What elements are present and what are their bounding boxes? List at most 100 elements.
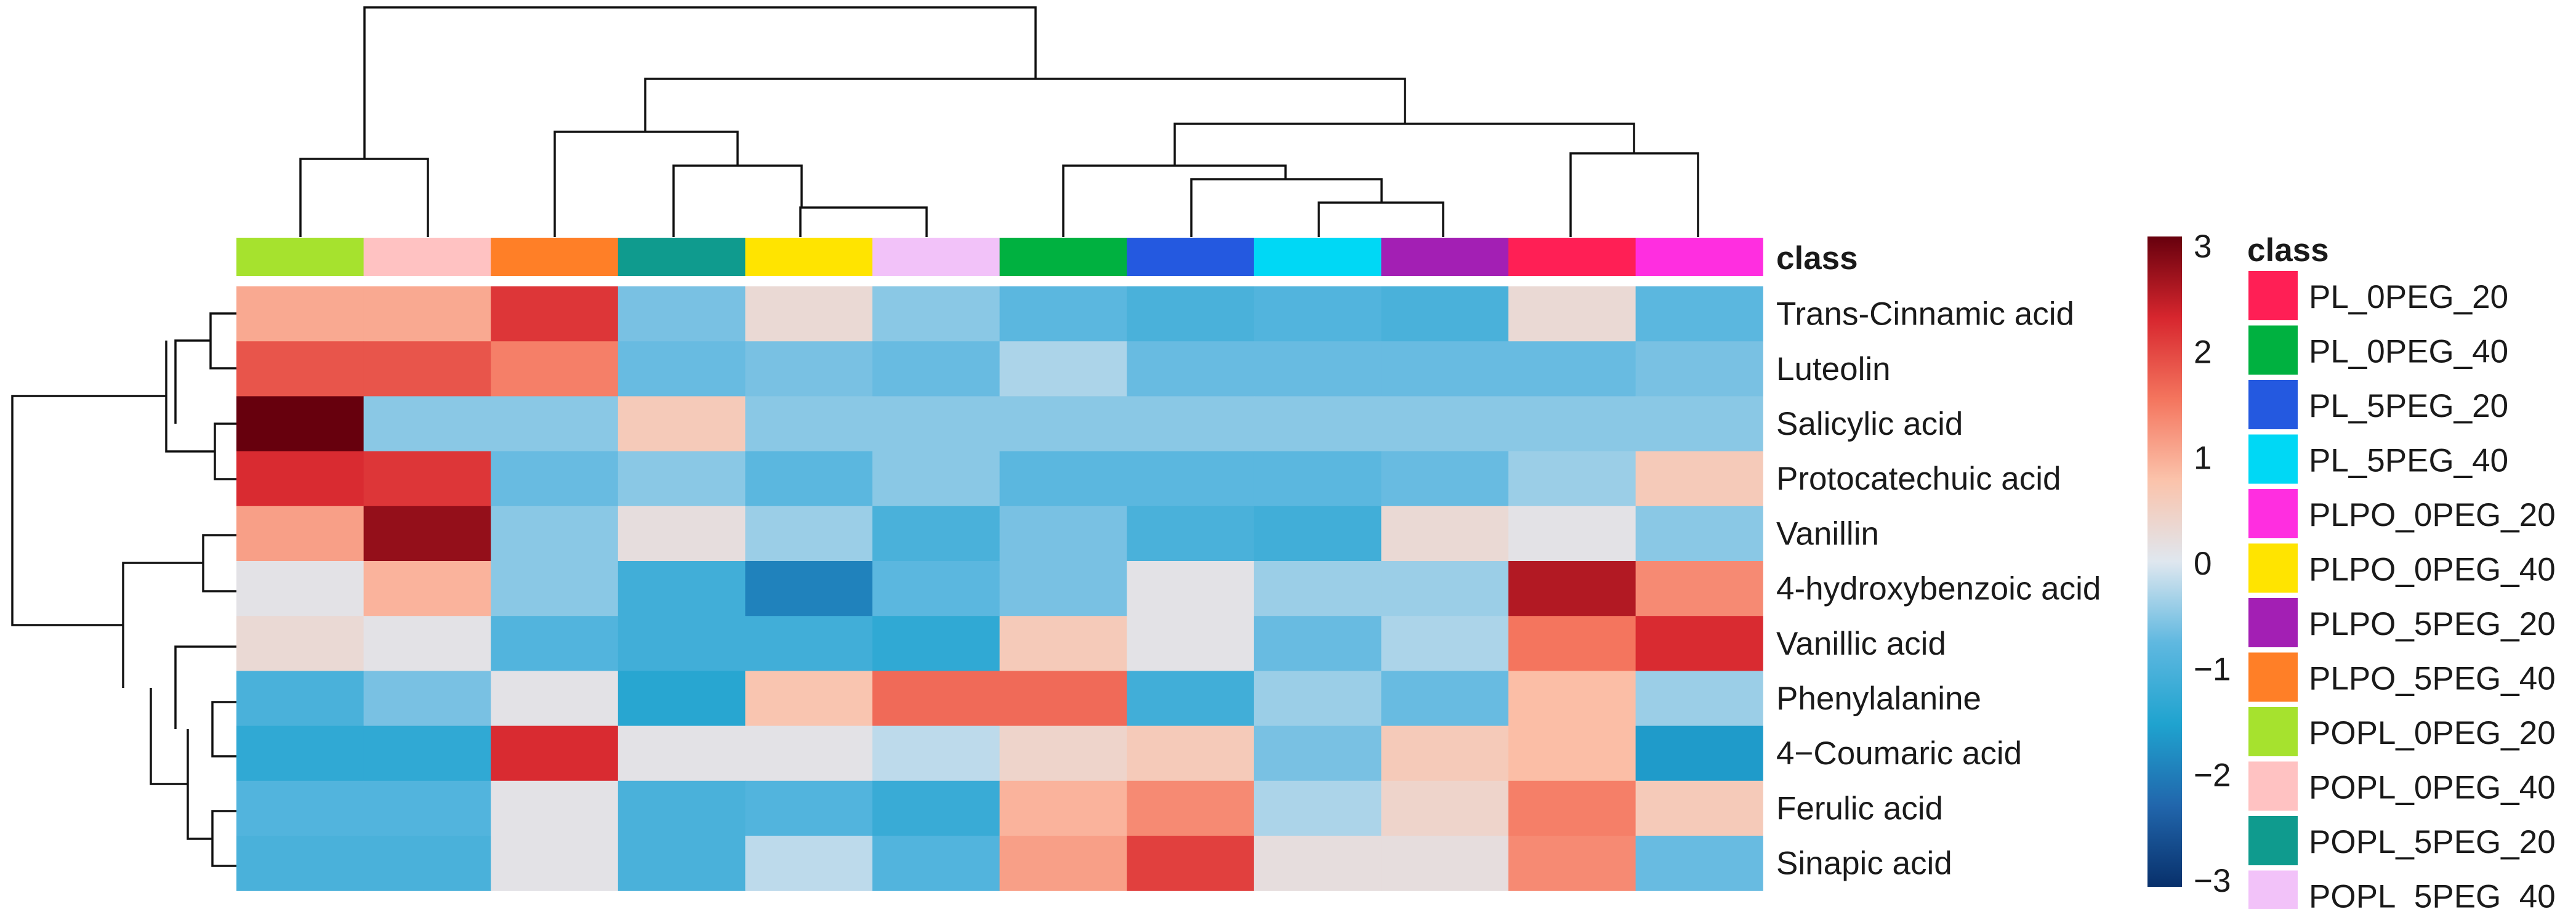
heatmap-cell: [999, 396, 1127, 452]
row-label-sinapic-acid: Sinapic acid: [1776, 846, 1952, 882]
heatmap-cell: [999, 780, 1127, 836]
heatmap-cell: [236, 780, 364, 836]
heatmap-cell: [363, 836, 491, 891]
legend-label-pl-0peg-20: PL_0PEG_20: [2309, 279, 2508, 315]
heatmap-cell: [1508, 341, 1636, 397]
legend-label-popl-5peg-20: POPL_5PEG_20: [2309, 824, 2556, 860]
heatmap-cell: [999, 836, 1127, 891]
heatmap-cell: [1127, 451, 1255, 507]
heatmap-cell: [872, 671, 1000, 727]
heatmap-cell: [1381, 671, 1509, 727]
heatmap-cell: [1508, 725, 1636, 782]
class-cell-pl-5peg-20: [1127, 238, 1255, 276]
heatmap-cell: [999, 506, 1127, 562]
heatmap-cell: [872, 286, 1000, 342]
heatmap-cell: [1381, 725, 1509, 782]
heatmap-cell: [491, 725, 619, 782]
heatmap-cell: [745, 616, 873, 671]
heatmap-cell: [872, 836, 1000, 891]
legend-label-plpo-5peg-20: PLPO_5PEG_20: [2309, 606, 2556, 642]
heatmap-cell: [1254, 451, 1382, 507]
heatmap-cell: [491, 451, 619, 507]
heatmap-cell: [1508, 506, 1636, 562]
heatmap-cell: [1508, 836, 1636, 891]
class-cell-plpo-0peg-40: [745, 238, 873, 276]
heatmap-cell: [363, 671, 491, 727]
heatmap-cell: [872, 396, 1000, 452]
heatmap-cell: [236, 286, 364, 342]
class-cell-pl-5peg-40: [1254, 238, 1382, 276]
heatmap-cell: [1381, 286, 1509, 342]
heatmap-cell: [1381, 396, 1509, 452]
heatmap-cell: [1508, 616, 1636, 671]
heatmap-cell: [491, 780, 619, 836]
heatmap-cell: [1127, 836, 1255, 891]
heatmap-cell: [872, 561, 1000, 616]
legend-swatch-plpo-0peg-20: [2248, 489, 2298, 538]
legend-label-pl-0peg-40: PL_0PEG_40: [2309, 334, 2508, 370]
heatmap-cell: [1635, 780, 1763, 836]
row-label-salicylic-acid: Salicylic acid: [1776, 406, 1963, 442]
heatmap-cell: [1635, 836, 1763, 891]
heatmap-cell: [1635, 506, 1763, 562]
heatmap-cell: [1127, 780, 1255, 836]
legend-swatch-pl-5peg-20: [2248, 380, 2298, 429]
heatmap-cell: [1381, 780, 1509, 836]
heatmap-cell: [363, 780, 491, 836]
legend-swatch-popl-0peg-20: [2248, 707, 2298, 756]
heatmap-cell: [745, 725, 873, 782]
heatmap-cell: [745, 561, 873, 616]
legend-label-popl-0peg-20: POPL_0PEG_20: [2309, 715, 2556, 751]
heatmap-cell: [618, 396, 746, 452]
heatmap-cell: [1635, 616, 1763, 671]
heatmap-cell: [1381, 616, 1509, 671]
heatmap-cell: [1127, 506, 1255, 562]
heatmap-cell: [745, 396, 873, 452]
heatmap-cell: [236, 396, 364, 452]
row-dendrogram: [11, 312, 236, 867]
heatmap-cell: [618, 671, 746, 727]
heatmap-cell: [999, 725, 1127, 782]
legend-swatch-plpo-5peg-40: [2248, 652, 2298, 702]
legend-label-pl-5peg-20: PL_5PEG_20: [2309, 388, 2508, 424]
heatmap-cell: [1127, 341, 1255, 397]
heatmap-cell: [1254, 836, 1382, 891]
legend-label-popl-5peg-40: POPL_5PEG_40: [2309, 879, 2556, 909]
heatmap-cell: [491, 671, 619, 727]
heatmap-cell: [491, 506, 619, 562]
heatmap-cell: [1508, 671, 1636, 727]
color-scale-tick-label: 0: [2194, 546, 2212, 582]
heatmap-cell: [999, 286, 1127, 342]
heatmap-cell: [363, 341, 491, 397]
heatmap-cell: [618, 836, 746, 891]
heatmap-cell: [1635, 341, 1763, 397]
class-legend: class PL_0PEG_20 PL_0PEG_40 PL_5PEG_20 PL_5…: [2247, 232, 2556, 909]
heatmap-cell: [1508, 286, 1636, 342]
row-label-luteolin: Luteolin: [1776, 351, 1891, 387]
heatmap-cell: [1127, 396, 1255, 452]
heatmap-cell: [1381, 341, 1509, 397]
legend-swatch-popl-0peg-40: [2248, 761, 2298, 811]
class-cell-plpo-5peg-40: [491, 238, 619, 276]
legend-swatch-pl-5peg-40: [2248, 434, 2298, 484]
heatmap-cell: [1254, 725, 1382, 782]
heatmap-cell: [363, 506, 491, 562]
column-dendrogram-branches: [299, 6, 1699, 237]
color-scale-tick-label: −3: [2194, 863, 2231, 899]
heatmap-cell: [1635, 451, 1763, 507]
heatmap-cell: [745, 671, 873, 727]
heatmap-cell: [618, 561, 746, 616]
heatmap-cell: [745, 341, 873, 397]
color-scale-legend: 3 2 1 0 −1 −2 −3: [2147, 228, 2231, 899]
heatmap-cell: [999, 616, 1127, 671]
class-cell-plpo-0peg-20: [1635, 238, 1763, 276]
heatmap-cell: [745, 780, 873, 836]
heatmap-cell: [491, 341, 619, 397]
heatmap-cell: [236, 725, 364, 782]
row-label-4-hydroxybenzoic-acid: 4-hydroxybenzoic acid: [1776, 571, 2101, 607]
class-cell-pl-0peg-20: [1508, 238, 1636, 276]
legend-label-plpo-0peg-20: PLPO_0PEG_20: [2309, 497, 2556, 533]
heatmap-cell: [236, 341, 364, 397]
color-scale-tick-label: 1: [2194, 440, 2212, 476]
heatmap-cell: [872, 725, 1000, 782]
